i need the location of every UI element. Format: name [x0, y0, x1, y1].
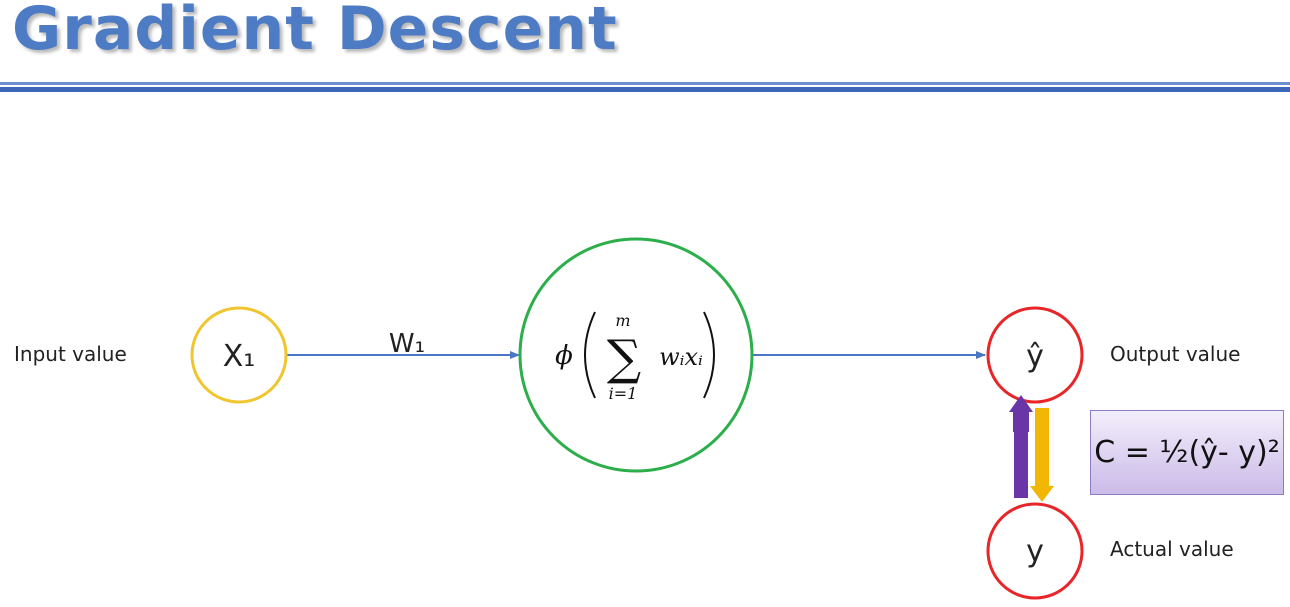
down-arrow-shaft: [1035, 408, 1049, 488]
down-arrow-icon: [1030, 486, 1054, 502]
sum-symbol: ∑: [607, 330, 641, 386]
output-value-label: Output value: [1110, 342, 1241, 366]
actual-node: [986, 502, 1084, 600]
right-paren: [703, 311, 715, 399]
sum-term: wᵢxᵢ: [659, 343, 703, 371]
phi-symbol: ϕ: [555, 341, 573, 371]
input-node-label: X₁: [223, 339, 256, 374]
input-value-label: Input value: [14, 342, 127, 366]
cost-function-box: C = ½(ŷ- y)²: [1090, 410, 1284, 495]
sum-lower-limit: i=1: [609, 384, 638, 403]
input-node: [190, 306, 288, 404]
activation-formula: ϕ m ∑ i=1 wᵢxᵢ: [555, 311, 715, 403]
neuron-node: [518, 237, 754, 473]
sum-upper-limit: m: [615, 311, 630, 330]
actual-value-label: Actual value: [1110, 537, 1234, 561]
title-rule-thick: [0, 87, 1290, 92]
actual-node-label: y: [1026, 534, 1044, 569]
weight-label: W₁: [389, 329, 425, 359]
up-arrow-shaft: [1014, 412, 1028, 498]
output-node: [986, 306, 1084, 404]
page-title: Gradient Descent: [12, 0, 618, 64]
output-node-label: ŷ: [1026, 339, 1044, 374]
left-paren: [584, 311, 596, 399]
cost-function-text: C = ½(ŷ- y)²: [1094, 435, 1280, 470]
title-rule-thin: [0, 82, 1290, 85]
